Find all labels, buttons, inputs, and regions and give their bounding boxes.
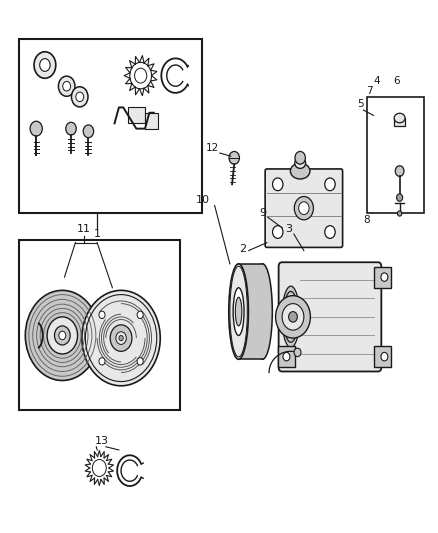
Circle shape (99, 311, 105, 319)
Circle shape (63, 82, 71, 91)
Circle shape (76, 92, 84, 102)
Bar (145, 113, 158, 128)
Circle shape (71, 87, 88, 107)
Circle shape (299, 202, 309, 215)
Bar (278, 346, 295, 367)
Bar (367, 97, 424, 214)
Text: 8: 8 (364, 215, 370, 225)
Bar (19, 38, 201, 214)
Circle shape (295, 151, 305, 164)
Circle shape (282, 304, 304, 330)
Circle shape (325, 178, 335, 191)
Circle shape (137, 358, 143, 365)
Bar (374, 346, 391, 367)
Circle shape (40, 59, 50, 71)
Text: 2: 2 (240, 244, 247, 254)
Circle shape (325, 225, 335, 238)
Circle shape (110, 325, 132, 351)
Circle shape (289, 312, 297, 322)
Text: 12: 12 (206, 143, 219, 153)
Circle shape (134, 68, 147, 83)
Circle shape (66, 122, 76, 135)
Ellipse shape (290, 163, 310, 179)
Ellipse shape (295, 158, 306, 168)
Text: 5: 5 (357, 100, 364, 109)
Circle shape (396, 194, 403, 201)
Circle shape (283, 352, 290, 361)
Circle shape (294, 348, 301, 357)
Circle shape (397, 211, 402, 216)
Bar (374, 266, 391, 288)
Circle shape (99, 358, 105, 365)
Circle shape (58, 76, 75, 96)
Circle shape (116, 332, 126, 344)
Text: 13: 13 (95, 436, 109, 446)
Text: 7: 7 (366, 86, 372, 96)
Circle shape (381, 352, 388, 361)
Circle shape (272, 225, 283, 238)
Circle shape (82, 290, 160, 386)
Circle shape (119, 335, 123, 341)
Circle shape (294, 197, 314, 220)
Text: 4: 4 (373, 76, 380, 86)
Circle shape (83, 125, 94, 138)
Circle shape (25, 290, 99, 381)
FancyBboxPatch shape (279, 262, 381, 372)
Ellipse shape (233, 288, 244, 335)
Bar (19, 240, 180, 410)
Text: 1: 1 (94, 229, 101, 239)
Ellipse shape (235, 297, 242, 326)
Ellipse shape (229, 264, 248, 359)
Circle shape (276, 296, 311, 338)
Ellipse shape (394, 114, 405, 123)
Text: 3: 3 (285, 224, 292, 234)
Circle shape (381, 273, 388, 281)
Bar (127, 108, 145, 123)
Bar (239, 264, 262, 359)
Circle shape (54, 326, 70, 345)
FancyBboxPatch shape (265, 169, 343, 247)
Circle shape (47, 317, 78, 354)
Circle shape (130, 62, 152, 89)
Ellipse shape (253, 264, 272, 359)
Circle shape (395, 166, 404, 176)
Circle shape (34, 52, 56, 78)
Circle shape (229, 151, 240, 164)
Circle shape (92, 459, 106, 477)
Circle shape (30, 121, 42, 136)
Circle shape (272, 178, 283, 191)
Text: 9: 9 (259, 207, 266, 217)
Text: 11: 11 (77, 224, 91, 234)
Text: 6: 6 (393, 76, 399, 86)
Circle shape (137, 311, 143, 319)
Circle shape (59, 331, 66, 340)
Text: 10: 10 (196, 195, 210, 205)
Ellipse shape (282, 286, 300, 348)
Bar (394, 118, 405, 126)
